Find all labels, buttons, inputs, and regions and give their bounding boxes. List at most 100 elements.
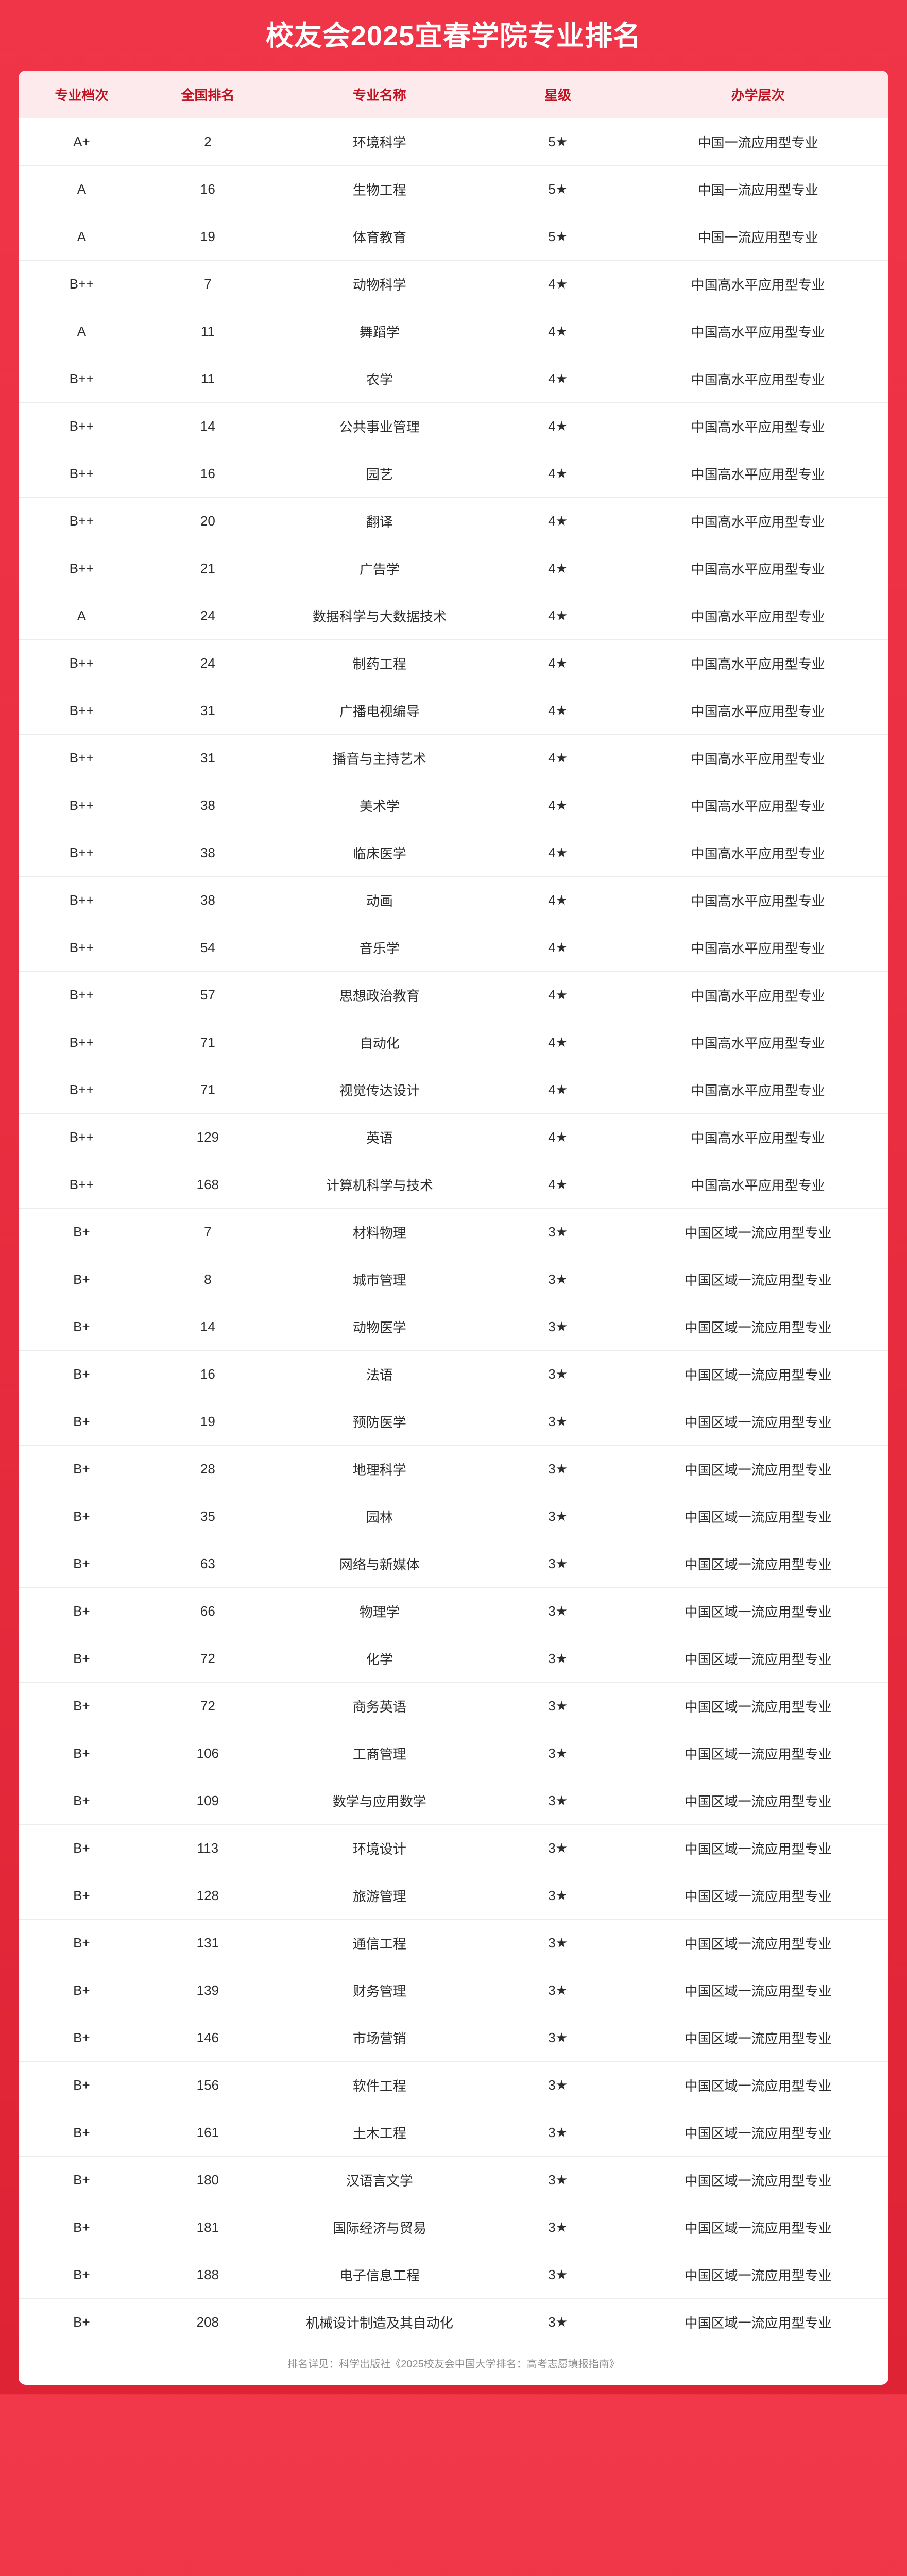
- cell-star-rating: 3★: [488, 1919, 628, 1967]
- cell-level: 中国一流应用型专业: [627, 118, 888, 166]
- cell-level: 中国高水平应用型专业: [627, 924, 888, 972]
- cell-tier: B+: [19, 1967, 145, 2014]
- cell-national-rank: 161: [144, 2109, 271, 2157]
- cell-tier: B+: [19, 1730, 145, 1777]
- cell-level: 中国高水平应用型专业: [627, 497, 888, 545]
- table-row: B++ 21 广告学 4★ 中国高水平应用型专业: [19, 545, 888, 592]
- cell-tier: B++: [19, 734, 145, 782]
- cell-star-rating: 3★: [488, 2156, 628, 2204]
- table-row: B++ 20 翻译 4★ 中国高水平应用型专业: [19, 497, 888, 545]
- cell-major-name: 环境科学: [270, 118, 489, 166]
- cell-level: 中国高水平应用型专业: [627, 782, 888, 829]
- table-row: B+ 208 机械设计制造及其自动化 3★ 中国区域一流应用型专业: [19, 2298, 888, 2346]
- table-row: B++ 71 自动化 4★ 中国高水平应用型专业: [19, 1019, 888, 1066]
- cell-national-rank: 7: [144, 1208, 271, 1256]
- table-row: B+ 180 汉语言文学 3★ 中国区域一流应用型专业: [19, 2156, 888, 2204]
- cell-tier: B+: [19, 1824, 145, 1872]
- cell-major-name: 翻译: [270, 497, 489, 545]
- cell-national-rank: 21: [144, 545, 271, 592]
- table-row: A 16 生物工程 5★ 中国一流应用型专业: [19, 165, 888, 213]
- cell-national-rank: 11: [144, 355, 271, 403]
- cell-tier: B+: [19, 1682, 145, 1730]
- cell-star-rating: 3★: [488, 1587, 628, 1635]
- table-row: B++ 14 公共事业管理 4★ 中国高水平应用型专业: [19, 402, 888, 450]
- cell-tier: B++: [19, 924, 145, 972]
- cell-national-rank: 71: [144, 1019, 271, 1066]
- cell-tier: B+: [19, 1493, 145, 1540]
- cell-star-rating: 4★: [488, 1113, 628, 1161]
- cell-major-name: 舞蹈学: [270, 308, 489, 355]
- cell-national-rank: 139: [144, 1967, 271, 2014]
- cell-tier: B+: [19, 2251, 145, 2299]
- cell-level: 中国区域一流应用型专业: [627, 1208, 888, 1256]
- table-row: B+ 161 土木工程 3★ 中国区域一流应用型专业: [19, 2109, 888, 2157]
- cell-national-rank: 71: [144, 1066, 271, 1114]
- table-row: B++ 31 广播电视编导 4★ 中国高水平应用型专业: [19, 687, 888, 735]
- table-row: B+ 72 化学 3★ 中国区域一流应用型专业: [19, 1635, 888, 1683]
- cell-major-name: 播音与主持艺术: [270, 734, 489, 782]
- cell-level: 中国一流应用型专业: [627, 213, 888, 261]
- cell-tier: A: [19, 308, 145, 355]
- cell-national-rank: 31: [144, 734, 271, 782]
- cell-star-rating: 4★: [488, 829, 628, 877]
- cell-level: 中国一流应用型专业: [627, 165, 888, 213]
- cell-national-rank: 24: [144, 639, 271, 687]
- table-row: B++ 11 农学 4★ 中国高水平应用型专业: [19, 355, 888, 403]
- cell-level: 中国区域一流应用型专业: [627, 2061, 888, 2109]
- cell-level: 中国高水平应用型专业: [627, 1066, 888, 1114]
- cell-national-rank: 54: [144, 924, 271, 972]
- cell-star-rating: 3★: [548, 2314, 568, 2330]
- cell-star-rating: 4★: [488, 497, 628, 545]
- cell-major-name: 工商管理: [270, 1730, 489, 1777]
- table-row: B++ 38 美术学 4★ 中国高水平应用型专业: [19, 782, 888, 829]
- cell-tier: B++: [19, 1066, 145, 1114]
- column-header-level: 办学层次: [627, 70, 888, 118]
- cell-tier: B++: [19, 1113, 145, 1161]
- cell-major-name: 动画: [270, 876, 489, 924]
- cell-major-name: 城市管理: [270, 1256, 489, 1303]
- table-row: B+ 128 旅游管理 3★ 中国区域一流应用型专业: [19, 1872, 888, 1920]
- column-header-major-name: 专业名称: [270, 70, 489, 118]
- table-row: B++ 71 视觉传达设计 4★ 中国高水平应用型专业: [19, 1066, 888, 1114]
- cell-national-rank: 168: [144, 1161, 271, 1209]
- cell-star-rating: 4★: [488, 1019, 628, 1066]
- table-row: B+ 109 数学与应用数学 3★ 中国区域一流应用型专业: [19, 1777, 888, 1825]
- table-row: B++ 16 园艺 4★ 中国高水平应用型专业: [19, 450, 888, 498]
- table-row: B+ 188 电子信息工程 3★ 中国区域一流应用型专业: [19, 2251, 888, 2299]
- cell-tier: B++: [19, 1019, 145, 1066]
- cell-national-rank: 38: [144, 782, 271, 829]
- cell-major-name: 土木工程: [270, 2109, 489, 2157]
- column-header-tier: 专业档次: [19, 70, 145, 118]
- table-row: A 19 体育教育 5★ 中国一流应用型专业: [19, 213, 888, 261]
- table-row: B++ 57 思想政治教育 4★ 中国高水平应用型专业: [19, 971, 888, 1019]
- cell-tier: B+: [19, 1350, 145, 1398]
- cell-tier: B+: [73, 2314, 90, 2330]
- cell-tier: B++: [19, 782, 145, 829]
- cell-star-rating: 5★: [488, 165, 628, 213]
- cell-star-rating: 3★: [488, 1256, 628, 1303]
- cell-level: 中国区域一流应用型专业: [627, 1967, 888, 2014]
- table-row: A+ 2 环境科学 5★ 中国一流应用型专业: [19, 118, 888, 166]
- cell-tier: B+: [19, 2014, 145, 2062]
- cell-level: 中国高水平应用型专业: [627, 308, 888, 355]
- cell-tier: B+: [19, 1635, 145, 1683]
- cell-major-name: 电子信息工程: [270, 2251, 489, 2299]
- cell-level: 中国区域一流应用型专业: [627, 2014, 888, 2062]
- cell-level: 中国区域一流应用型专业: [627, 2204, 888, 2251]
- cell-star-rating: 3★: [488, 1540, 628, 1588]
- cell-national-rank: 8: [144, 1256, 271, 1303]
- table-row: B+ 113 环境设计 3★ 中国区域一流应用型专业: [19, 1824, 888, 1872]
- cell-level: 中国区域一流应用型专业: [627, 1303, 888, 1351]
- cell-national-rank: 180: [144, 2156, 271, 2204]
- cell-tier: B+: [19, 1919, 145, 1967]
- cell-national-rank: 38: [144, 876, 271, 924]
- cell-national-rank: 188: [144, 2251, 271, 2299]
- cell-national-rank: 38: [144, 829, 271, 877]
- cell-tier: B+: [19, 2109, 145, 2157]
- cell-star-rating: 4★: [488, 1161, 628, 1209]
- cell-national-rank: 131: [144, 1919, 271, 1967]
- cell-star-rating: 4★: [488, 687, 628, 735]
- table-row: B+ 63 网络与新媒体 3★ 中国区域一流应用型专业: [19, 1540, 888, 1588]
- cell-major-name: 动物医学: [270, 1303, 489, 1351]
- table-header: 专业档次 全国排名 专业名称 星级 办学层次: [19, 70, 888, 118]
